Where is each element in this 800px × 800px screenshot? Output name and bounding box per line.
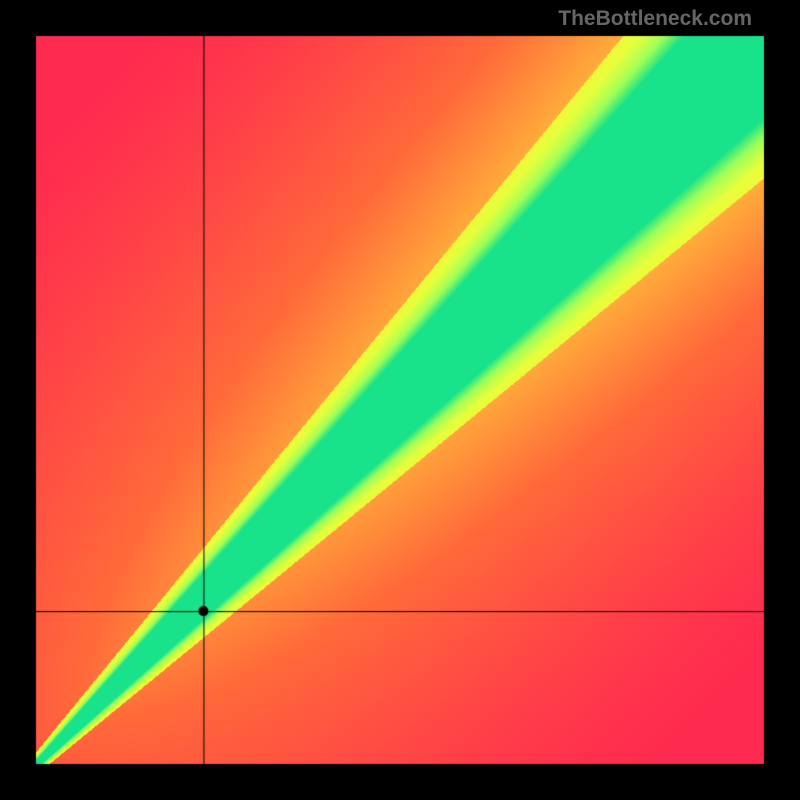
bottleneck-heatmap xyxy=(0,0,800,800)
watermark-text: TheBottleneck.com xyxy=(558,7,752,31)
